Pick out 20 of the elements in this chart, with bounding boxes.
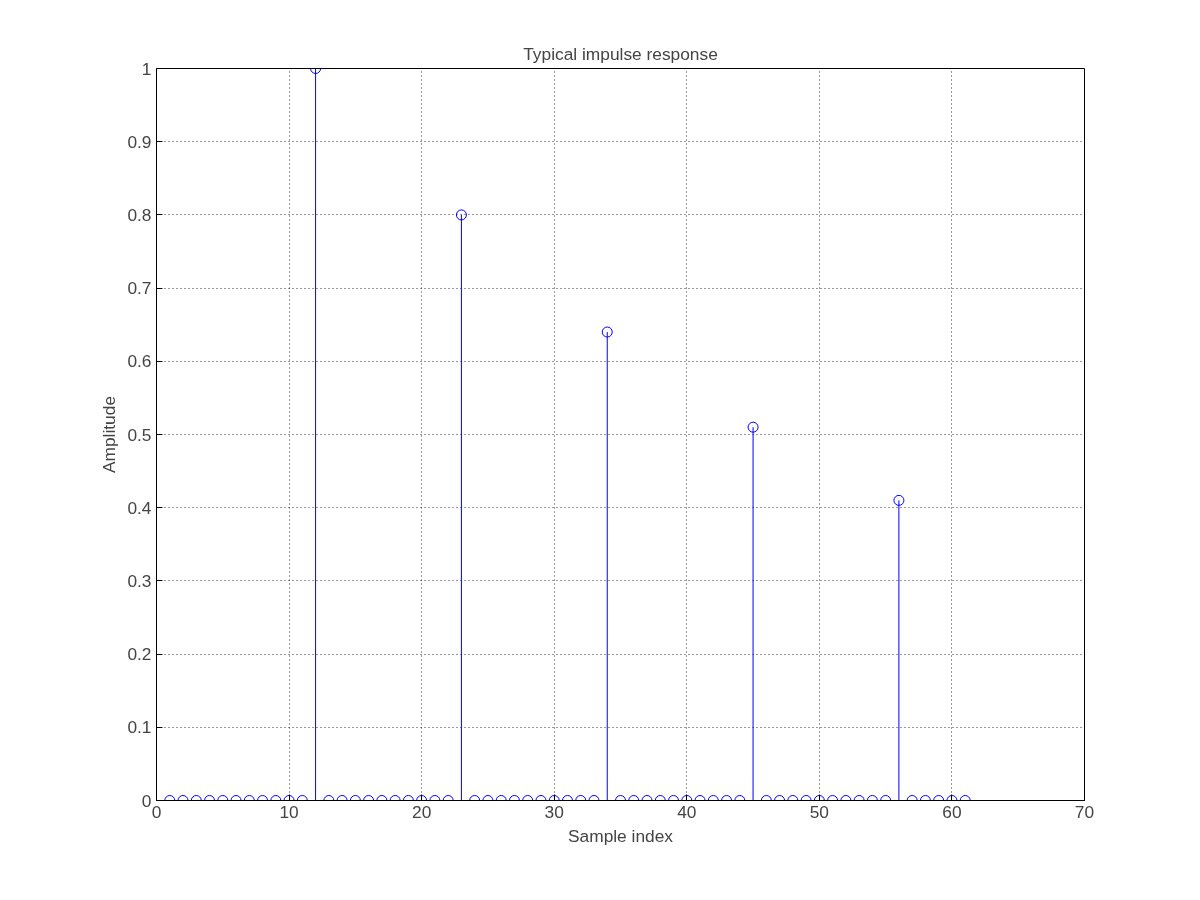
x-tick-label: 70: [1074, 801, 1095, 822]
x-tick-label: 40: [677, 801, 697, 822]
y-tick-label: 0.4: [127, 497, 152, 518]
y-tick-label: 0.3: [127, 570, 152, 591]
x-tick-label: 30: [544, 801, 564, 822]
y-tick-label: 0.2: [127, 644, 152, 665]
y-tick-label: 0.6: [127, 351, 152, 372]
y-tick-label: 0.5: [127, 424, 152, 445]
x-tick-label: 20: [412, 801, 432, 822]
y-axis-title: Amplitude: [99, 395, 120, 474]
y-tick-label: 0.9: [127, 131, 152, 152]
y-tick-label: 0.7: [127, 278, 152, 299]
x-tick-label: 10: [279, 801, 299, 822]
x-axis-title: Sample index: [568, 825, 674, 846]
y-tick-label: 1: [141, 58, 152, 79]
x-tick-label: 60: [942, 801, 962, 822]
y-tick-label: 0.1: [127, 717, 152, 738]
y-tick-label: 0.8: [127, 204, 152, 225]
x-tick-label: 50: [809, 801, 829, 822]
chart-title: Typical impulse response: [523, 43, 718, 64]
